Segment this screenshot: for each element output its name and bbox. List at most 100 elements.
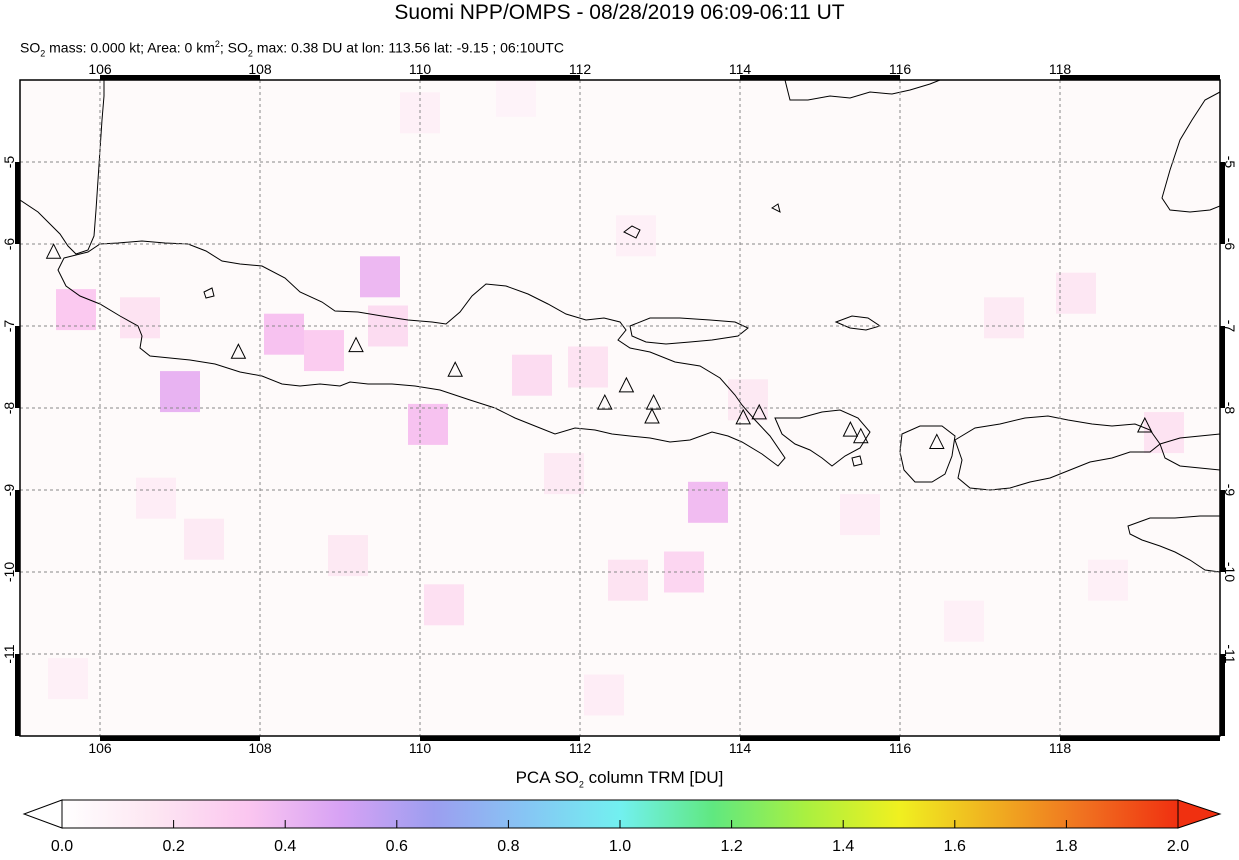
coastline-sulawesi	[1161, 91, 1220, 213]
lat-tick-label-left: -8	[1, 401, 17, 415]
so2-pixel	[136, 477, 176, 519]
volcano-triangle-icon	[751, 403, 768, 420]
frame-bar-bottom	[100, 736, 260, 741]
lon-tick-label-top: 114	[728, 61, 752, 77]
frame-bar-left	[15, 162, 20, 244]
colorbar-tick-label: 1.6	[943, 838, 966, 855]
lon-tick-label-bottom: 110	[408, 740, 432, 756]
colorbar-min-arrow	[22, 799, 63, 829]
lat-tick-label-right: -11	[1222, 644, 1238, 664]
volcano-triangle-icon	[45, 243, 62, 259]
colorbar-tick-label: 0.6	[385, 838, 408, 855]
so2-pixel	[1088, 559, 1128, 601]
lon-tick-label-top: 106	[88, 61, 112, 77]
so2-pixel	[56, 289, 96, 331]
volcano-triangle-icon	[735, 408, 752, 425]
frame-bar-right	[1220, 162, 1225, 244]
lat-tick-label-left: -9	[1, 483, 17, 497]
coastline-layer	[20, 80, 1220, 573]
so2-pixel	[160, 371, 200, 413]
lon-tick-label-bottom: 108	[248, 740, 272, 756]
frame-bar-left	[15, 654, 20, 736]
lat-tick-label-right: -9	[1222, 483, 1238, 497]
graticule	[20, 80, 1220, 736]
lat-tick-label-right: -10	[1222, 561, 1238, 583]
volcano-triangle-icon	[348, 336, 364, 353]
coastline-madura	[629, 317, 749, 345]
volcano-markers	[45, 243, 1153, 449]
frame-bar-left	[15, 326, 20, 408]
so2-pixel	[616, 215, 656, 257]
so2-pixel	[1144, 412, 1184, 454]
volcano-triangle-icon	[230, 343, 247, 359]
lat-tick-label-left: -7	[1, 319, 17, 333]
frame-bar-top	[100, 75, 260, 80]
so2-pixel	[496, 80, 536, 117]
so2-pixel	[264, 313, 304, 355]
lon-tick-label-bottom: 116	[888, 740, 912, 756]
coastline-bawean	[771, 203, 781, 213]
frame-bar-top	[1060, 75, 1220, 80]
lon-tick-label-top: 110	[408, 61, 432, 77]
volcano-triangle-icon	[928, 433, 945, 449]
coastline-java	[57, 240, 786, 467]
lon-tick-label-bottom: 112	[568, 740, 592, 756]
so2-pixel	[512, 354, 552, 396]
volcano-triangle-icon	[852, 427, 869, 444]
coastline-bali	[774, 409, 871, 467]
frame-bar-right	[1220, 654, 1225, 736]
lat-tick-label-right: -6	[1222, 237, 1238, 251]
colorbar-tick-label: 0.8	[497, 838, 520, 855]
frame-bar-left	[15, 490, 20, 572]
coastline-small-island	[203, 287, 215, 299]
coastline-sumba	[1127, 515, 1220, 573]
frame-tick-bars	[15, 75, 1225, 741]
so2-pixel	[360, 256, 400, 298]
lat-tick-label-right: -5	[1222, 155, 1238, 169]
so2-pixel	[608, 559, 648, 601]
frame-bar-bottom	[740, 736, 900, 741]
volcano-triangle-icon	[842, 421, 859, 437]
coastline-lombok	[899, 425, 956, 483]
volcano-triangle-icon	[1136, 416, 1153, 433]
so2-pixel	[424, 584, 464, 626]
so2-pixel	[48, 658, 88, 700]
so2-pixel	[840, 494, 880, 536]
lon-tick-label-bottom: 118	[1048, 740, 1072, 756]
lon-tick-label-bottom: 106	[88, 740, 112, 756]
coastline-sumatra	[20, 80, 105, 255]
so2-pixel	[184, 518, 224, 560]
so2-pixel	[584, 674, 624, 716]
colorbar-tick-label: 1.4	[832, 838, 855, 855]
so2-pixel	[688, 481, 728, 523]
coastline-karimunjawa	[623, 225, 641, 239]
colorbar-tick-label: 1.2	[720, 838, 743, 855]
lat-tick-label-right: -8	[1222, 401, 1238, 415]
colorbar-tick-label: 1.8	[1055, 838, 1078, 855]
colorbar-tick-label: 0.2	[162, 838, 185, 855]
frame-bar-top	[420, 75, 580, 80]
so2-pixel	[568, 346, 608, 388]
so2-pixel	[304, 330, 344, 372]
frame-bar-right	[1220, 326, 1225, 408]
frame-bar-top	[740, 75, 900, 80]
volcano-triangle-icon	[618, 376, 635, 393]
so2-pixel	[984, 297, 1024, 339]
colorbar-max-arrow	[1177, 799, 1222, 829]
so2-pixel	[328, 535, 368, 577]
volcano-triangle-icon	[644, 407, 660, 424]
lon-tick-label-top: 116	[888, 61, 912, 77]
colorbar-tick-label: 0.4	[274, 838, 297, 855]
so2-pixel	[728, 379, 768, 421]
so2-pixel	[408, 403, 448, 445]
lat-tick-label-right: -7	[1222, 319, 1238, 333]
lat-tick-label-left: -11	[1, 644, 17, 664]
so2-pixel	[944, 600, 984, 642]
colorbar-tick-marks	[61, 820, 1179, 828]
coastline-flores	[1159, 433, 1220, 471]
colorbar	[22, 799, 1222, 829]
so2-pixel	[1056, 272, 1096, 314]
frame-bar-right	[1220, 490, 1225, 572]
so2-pixel-layer	[48, 80, 1184, 716]
